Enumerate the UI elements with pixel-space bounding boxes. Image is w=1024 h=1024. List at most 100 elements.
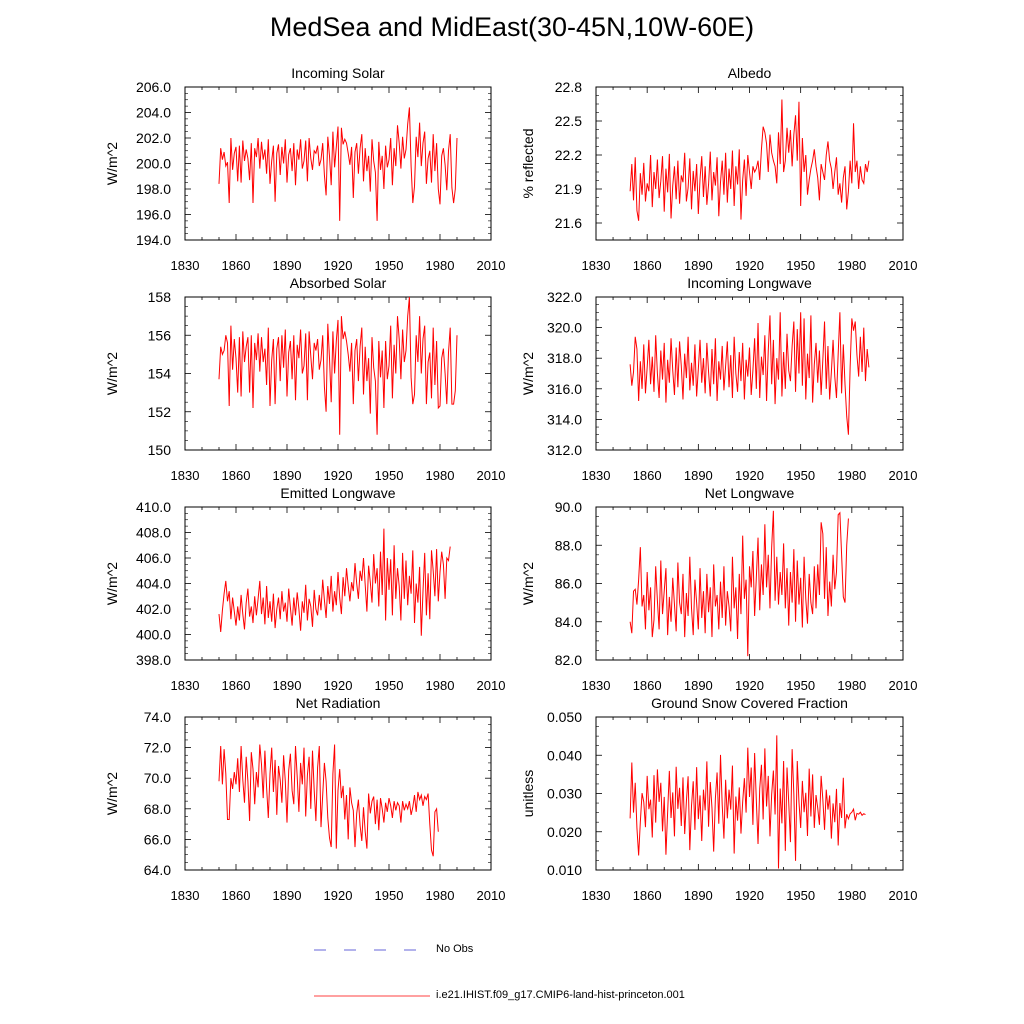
x-tick-label: 2010 [477, 468, 506, 483]
panel-frame [184, 506, 492, 661]
y-tick-label: 0.050 [547, 709, 582, 725]
y-tick-label: 66.0 [144, 831, 171, 847]
x-tick-label: 2010 [477, 258, 506, 273]
y-tick-label: 0.030 [547, 786, 582, 802]
x-tick-label: 1920 [324, 678, 353, 693]
y-tick-label: 316.0 [547, 381, 582, 397]
y-tick-label: 200.0 [136, 156, 171, 172]
y-tick-label: 22.5 [555, 113, 582, 129]
y-axis-label: % reflected [520, 128, 536, 198]
x-tick-label: 1950 [786, 888, 815, 903]
y-tick-label: 312.0 [547, 442, 582, 458]
y-tick-label: 68.0 [144, 801, 171, 817]
x-tick-label: 1860 [633, 258, 662, 273]
x-tick-label: 1950 [786, 468, 815, 483]
y-axis-label: unitless [520, 770, 536, 817]
y-axis-label: W/m^2 [104, 562, 120, 605]
x-tick-label: 2010 [477, 888, 506, 903]
x-tick-label: 1950 [375, 888, 404, 903]
x-tick-label: 1890 [273, 888, 302, 903]
x-tick-label: 1980 [837, 468, 866, 483]
series-line [629, 312, 870, 435]
x-tick-label: 1830 [171, 888, 200, 903]
legend-obs-label: No Obs [436, 943, 474, 955]
x-tick-label: 1860 [633, 468, 662, 483]
x-tick-label: 1950 [375, 678, 404, 693]
x-tick-label: 1950 [786, 258, 815, 273]
y-tick-label: 84.0 [555, 614, 582, 630]
y-tick-label: 404.0 [136, 576, 171, 592]
y-tick-label: 22.2 [555, 147, 582, 163]
x-tick-label: 1860 [222, 888, 251, 903]
x-tick-label: 1950 [375, 258, 404, 273]
y-tick-label: 406.0 [136, 550, 171, 566]
series-line [629, 735, 866, 869]
panel-title: Incoming Longwave [687, 275, 812, 291]
x-tick-label: 1830 [582, 258, 611, 273]
panel-3: 1830 1860 1890 1920 1950 1980 2010 312.0 314.0 31… [520, 275, 917, 483]
x-tick-label: 1830 [582, 468, 611, 483]
x-tick-label: 1890 [684, 468, 713, 483]
y-tick-label: 156 [148, 327, 172, 343]
panel-0: 1830 1860 1890 1920 1950 1980 2010 194.0 196.0 19… [104, 65, 505, 273]
series-line [218, 107, 458, 221]
panel-title: Absorbed Solar [290, 275, 387, 291]
y-tick-label: 322.0 [547, 289, 582, 305]
y-tick-label: 21.9 [555, 181, 582, 197]
y-tick-label: 196.0 [136, 207, 171, 223]
y-tick-label: 204.0 [136, 105, 171, 121]
panel-2: 1830 1860 1890 1920 1950 1980 2010 150 152 154 156… [104, 275, 505, 483]
panel-title: Incoming Solar [291, 65, 385, 81]
x-tick-label: 1980 [837, 888, 866, 903]
y-tick-label: 152 [148, 404, 172, 420]
y-tick-label: 194.0 [136, 232, 171, 248]
panel-5: 1830 1860 1890 1920 1950 1980 2010 82.0 84.0 86.0… [520, 485, 917, 693]
x-tick-label: 1920 [735, 258, 764, 273]
x-tick-label: 2010 [889, 678, 918, 693]
y-tick-label: 400.0 [136, 627, 171, 643]
legend [314, 949, 430, 997]
x-tick-label: 1860 [222, 678, 251, 693]
x-tick-label: 1890 [273, 258, 302, 273]
x-tick-label: 1950 [786, 678, 815, 693]
series-line [218, 528, 451, 636]
y-tick-label: 82.0 [555, 652, 582, 668]
panel-4: 1830 1860 1890 1920 1950 1980 2010 398.0 400.0 40… [104, 485, 505, 693]
y-tick-label: 410.0 [136, 499, 171, 515]
y-tick-label: 318.0 [547, 350, 582, 366]
panel-title: Albedo [728, 65, 772, 81]
panel-title: Net Longwave [705, 485, 795, 501]
y-tick-label: 22.8 [555, 79, 582, 95]
x-tick-label: 1980 [837, 258, 866, 273]
y-tick-label: 70.0 [144, 770, 171, 786]
y-tick-label: 0.020 [547, 824, 582, 840]
y-tick-label: 0.040 [547, 747, 582, 763]
x-tick-label: 1980 [426, 678, 455, 693]
x-tick-label: 1920 [735, 888, 764, 903]
panel-title: Ground Snow Covered Fraction [651, 695, 848, 711]
x-tick-label: 1860 [222, 258, 251, 273]
y-axis-label: W/m^2 [520, 352, 536, 395]
y-axis-label: W/m^2 [104, 352, 120, 395]
x-tick-label: 1830 [171, 468, 200, 483]
y-tick-label: 88.0 [555, 537, 582, 553]
x-tick-label: 1920 [324, 258, 353, 273]
x-tick-label: 2010 [477, 678, 506, 693]
y-tick-label: 198.0 [136, 181, 171, 197]
x-tick-label: 1830 [582, 678, 611, 693]
series-line [629, 510, 849, 657]
x-tick-label: 2010 [889, 468, 918, 483]
panels-group: 1830 1860 1890 1920 1950 1980 2010 194.0 196.0 19… [104, 65, 917, 903]
panel-7: 1830 1860 1890 1920 1950 1980 2010 0.010 0.020 0.… [520, 695, 917, 903]
x-tick-label: 1980 [426, 888, 455, 903]
x-tick-label: 1980 [426, 258, 455, 273]
x-tick-label: 1890 [684, 258, 713, 273]
x-tick-label: 1890 [273, 678, 302, 693]
x-tick-label: 1890 [273, 468, 302, 483]
x-tick-label: 1890 [684, 888, 713, 903]
figure-title: MedSea and MidEast(30-45N,10W-60E) [269, 12, 755, 42]
y-tick-label: 408.0 [136, 525, 171, 541]
y-tick-label: 202.0 [136, 130, 171, 146]
y-axis-label: W/m^2 [104, 772, 120, 815]
